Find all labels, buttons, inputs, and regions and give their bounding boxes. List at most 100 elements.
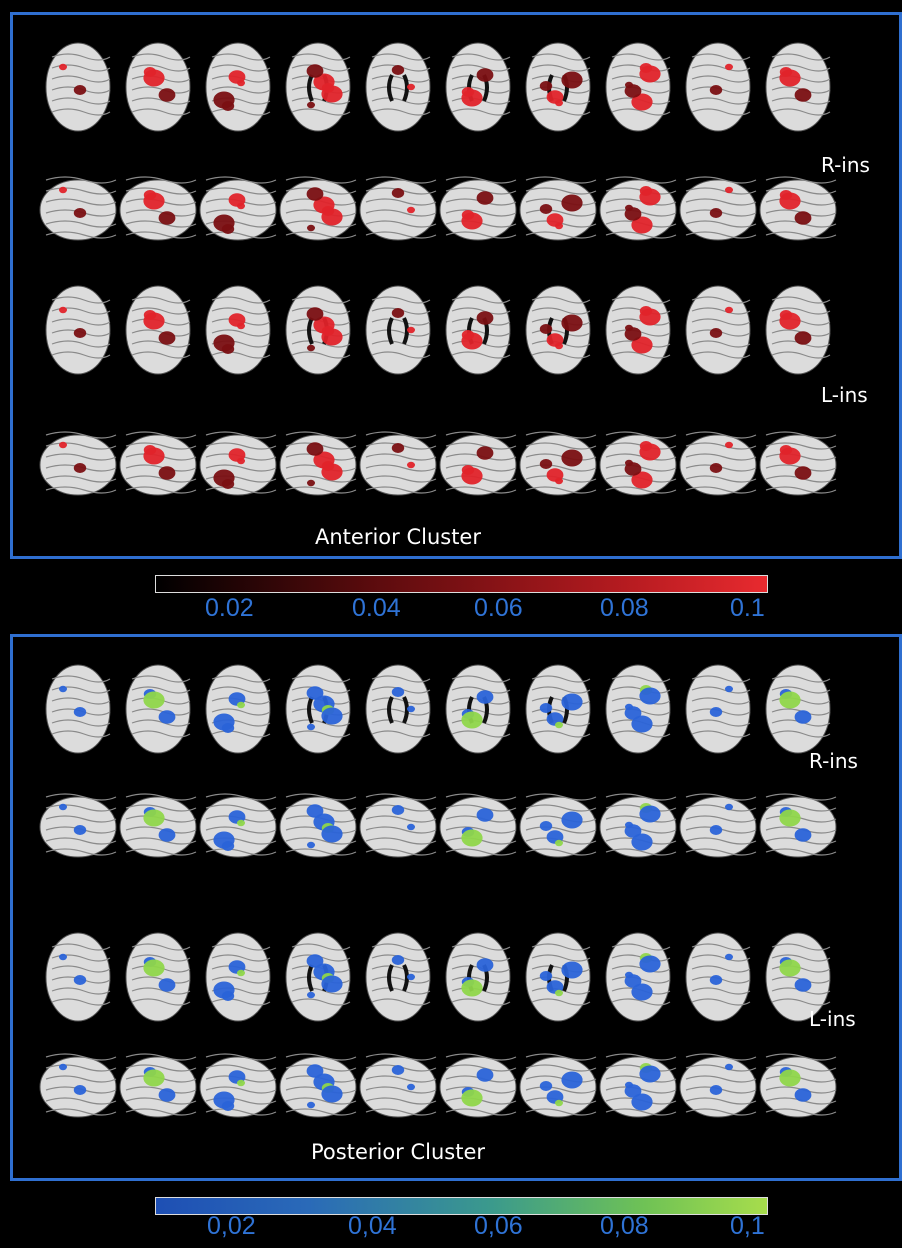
posterior-panel: R-ins L-ins Posterior Cluster (10, 634, 902, 1181)
sagittal-brain-slice (279, 793, 357, 858)
anterior-tick-1: 0.02 (205, 594, 254, 622)
axial-brain-slice (125, 664, 191, 754)
anterior-r-ins-sagittal-row (13, 160, 843, 260)
sagittal-brain-slice (359, 793, 437, 858)
anterior-r-ins-axial-row (13, 37, 843, 137)
anterior-tick-4: 0.08 (600, 594, 649, 622)
axial-brain-slice (45, 285, 111, 375)
axial-brain-slice (605, 664, 671, 754)
sagittal-brain-slice (119, 793, 197, 858)
anterior-l-ins-axial-row (13, 280, 843, 380)
sagittal-brain-slice (279, 1053, 357, 1118)
posterior-tick-3: 0,06 (474, 1212, 523, 1240)
axial-brain-slice (285, 932, 351, 1022)
axial-brain-slice (605, 42, 671, 132)
posterior-l-ins-axial-row (13, 927, 843, 1027)
axial-brain-slice (765, 932, 831, 1022)
anterior-cluster-label: Anterior Cluster (315, 525, 481, 549)
sagittal-brain-slice (199, 431, 277, 496)
brain-slices (39, 431, 837, 496)
anterior-l-ins-sagittal-row (13, 415, 843, 515)
brain-slices (45, 932, 831, 1022)
axial-brain-slice (765, 42, 831, 132)
axial-brain-slice (685, 664, 751, 754)
brain-slices (39, 176, 837, 241)
sagittal-brain-slice (759, 431, 837, 496)
sagittal-brain-slice (679, 176, 757, 241)
axial-brain-slice (365, 664, 431, 754)
anterior-tick-3: 0.06 (474, 594, 523, 622)
sagittal-brain-slice (679, 1053, 757, 1118)
posterior-tick-1: 0,02 (207, 1212, 256, 1240)
sagittal-brain-slice (279, 176, 357, 241)
sagittal-brain-slice (359, 1053, 437, 1118)
axial-brain-slice (205, 42, 271, 132)
axial-brain-slice (525, 285, 591, 375)
axial-brain-slice (445, 285, 511, 375)
sagittal-brain-slice (439, 176, 517, 241)
posterior-cluster-label: Posterior Cluster (311, 1140, 486, 1164)
sagittal-brain-slice (39, 431, 117, 496)
axial-brain-slice (525, 932, 591, 1022)
sagittal-brain-slice (199, 176, 277, 241)
sagittal-brain-slice (519, 431, 597, 496)
axial-brain-slice (205, 285, 271, 375)
sagittal-brain-slice (439, 1053, 517, 1118)
brain-slices (45, 42, 831, 132)
axial-brain-slice (605, 932, 671, 1022)
axial-brain-slice (685, 932, 751, 1022)
sagittal-brain-slice (439, 431, 517, 496)
sagittal-brain-slice (599, 176, 677, 241)
axial-brain-slice (45, 664, 111, 754)
brain-slices (39, 793, 837, 858)
axial-brain-slice (285, 664, 351, 754)
axial-brain-slice (45, 932, 111, 1022)
posterior-tick-4: 0,08 (600, 1212, 649, 1240)
posterior-r-ins-axial-row (13, 659, 843, 759)
axial-brain-slice (285, 285, 351, 375)
sagittal-brain-slice (679, 793, 757, 858)
sagittal-brain-slice (439, 793, 517, 858)
sagittal-brain-slice (39, 1053, 117, 1118)
axial-brain-slice (605, 285, 671, 375)
axial-brain-slice (685, 285, 751, 375)
axial-brain-slice (525, 664, 591, 754)
axial-brain-slice (445, 664, 511, 754)
axial-brain-slice (125, 932, 191, 1022)
sagittal-brain-slice (199, 1053, 277, 1118)
sagittal-brain-slice (519, 1053, 597, 1118)
anterior-panel: R-ins L-ins Anterior Cluster (10, 12, 902, 559)
sagittal-brain-slice (119, 431, 197, 496)
axial-brain-slice (445, 932, 511, 1022)
posterior-l-ins-label: L-ins (809, 1007, 856, 1031)
sagittal-brain-slice (119, 176, 197, 241)
axial-brain-slice (365, 285, 431, 375)
axial-brain-slice (525, 42, 591, 132)
posterior-tick-2: 0,04 (348, 1212, 397, 1240)
sagittal-brain-slice (359, 431, 437, 496)
anterior-l-ins-label: L-ins (821, 383, 868, 407)
anterior-colorbar (155, 575, 768, 593)
sagittal-brain-slice (599, 1053, 677, 1118)
brain-slices (45, 664, 831, 754)
sagittal-brain-slice (39, 793, 117, 858)
axial-brain-slice (125, 42, 191, 132)
axial-brain-slice (205, 932, 271, 1022)
axial-brain-slice (205, 664, 271, 754)
anterior-r-ins-label: R-ins (821, 153, 870, 177)
anterior-tick-2: 0.04 (352, 594, 401, 622)
brain-slices (45, 285, 831, 375)
axial-brain-slice (685, 42, 751, 132)
sagittal-brain-slice (519, 793, 597, 858)
sagittal-brain-slice (519, 176, 597, 241)
sagittal-brain-slice (119, 1053, 197, 1118)
sagittal-brain-slice (759, 1053, 837, 1118)
brain-slices (39, 1053, 837, 1118)
axial-brain-slice (365, 42, 431, 132)
posterior-tick-5: 0,1 (730, 1212, 765, 1240)
sagittal-brain-slice (759, 793, 837, 858)
axial-brain-slice (765, 664, 831, 754)
posterior-r-ins-label: R-ins (809, 749, 858, 773)
sagittal-brain-slice (759, 176, 837, 241)
sagittal-brain-slice (599, 793, 677, 858)
